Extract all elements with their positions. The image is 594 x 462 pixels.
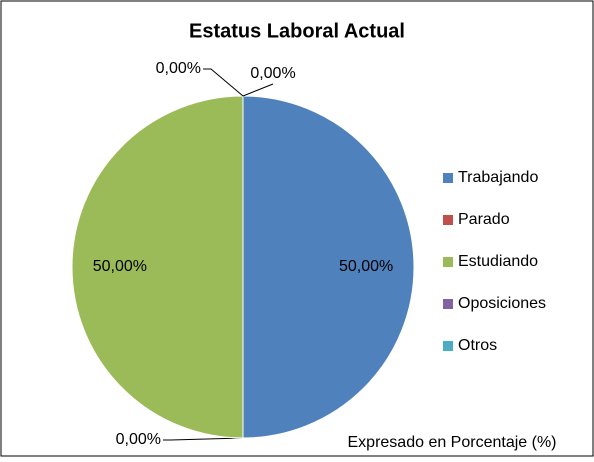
data-label: 50,00% xyxy=(339,258,393,275)
legend-swatch xyxy=(443,173,453,183)
data-label: 0,00% xyxy=(116,431,161,448)
leader-line xyxy=(203,68,244,97)
leader-line xyxy=(242,83,274,97)
legend-label: Oposiciones xyxy=(458,295,546,312)
legend-swatch xyxy=(443,215,453,225)
legend-swatch xyxy=(443,341,453,351)
pie-slice xyxy=(71,95,244,439)
data-label: 0,00% xyxy=(250,65,295,82)
legend-swatch xyxy=(443,299,453,309)
data-label: 50,00% xyxy=(93,258,147,275)
annotation: Expresado en Porcentaje (%) xyxy=(348,434,557,451)
legend-label: Parado xyxy=(458,211,510,228)
data-label: 0,00% xyxy=(156,60,201,77)
legend-label: Estudiando xyxy=(458,253,538,270)
leader-line xyxy=(163,437,244,441)
chart-title: Estatus Laboral Actual xyxy=(189,20,405,42)
legend-label: Trabajando xyxy=(458,169,538,186)
legend-swatch xyxy=(443,257,453,267)
legend-label: Otros xyxy=(458,337,497,354)
pie-slice xyxy=(242,95,415,439)
